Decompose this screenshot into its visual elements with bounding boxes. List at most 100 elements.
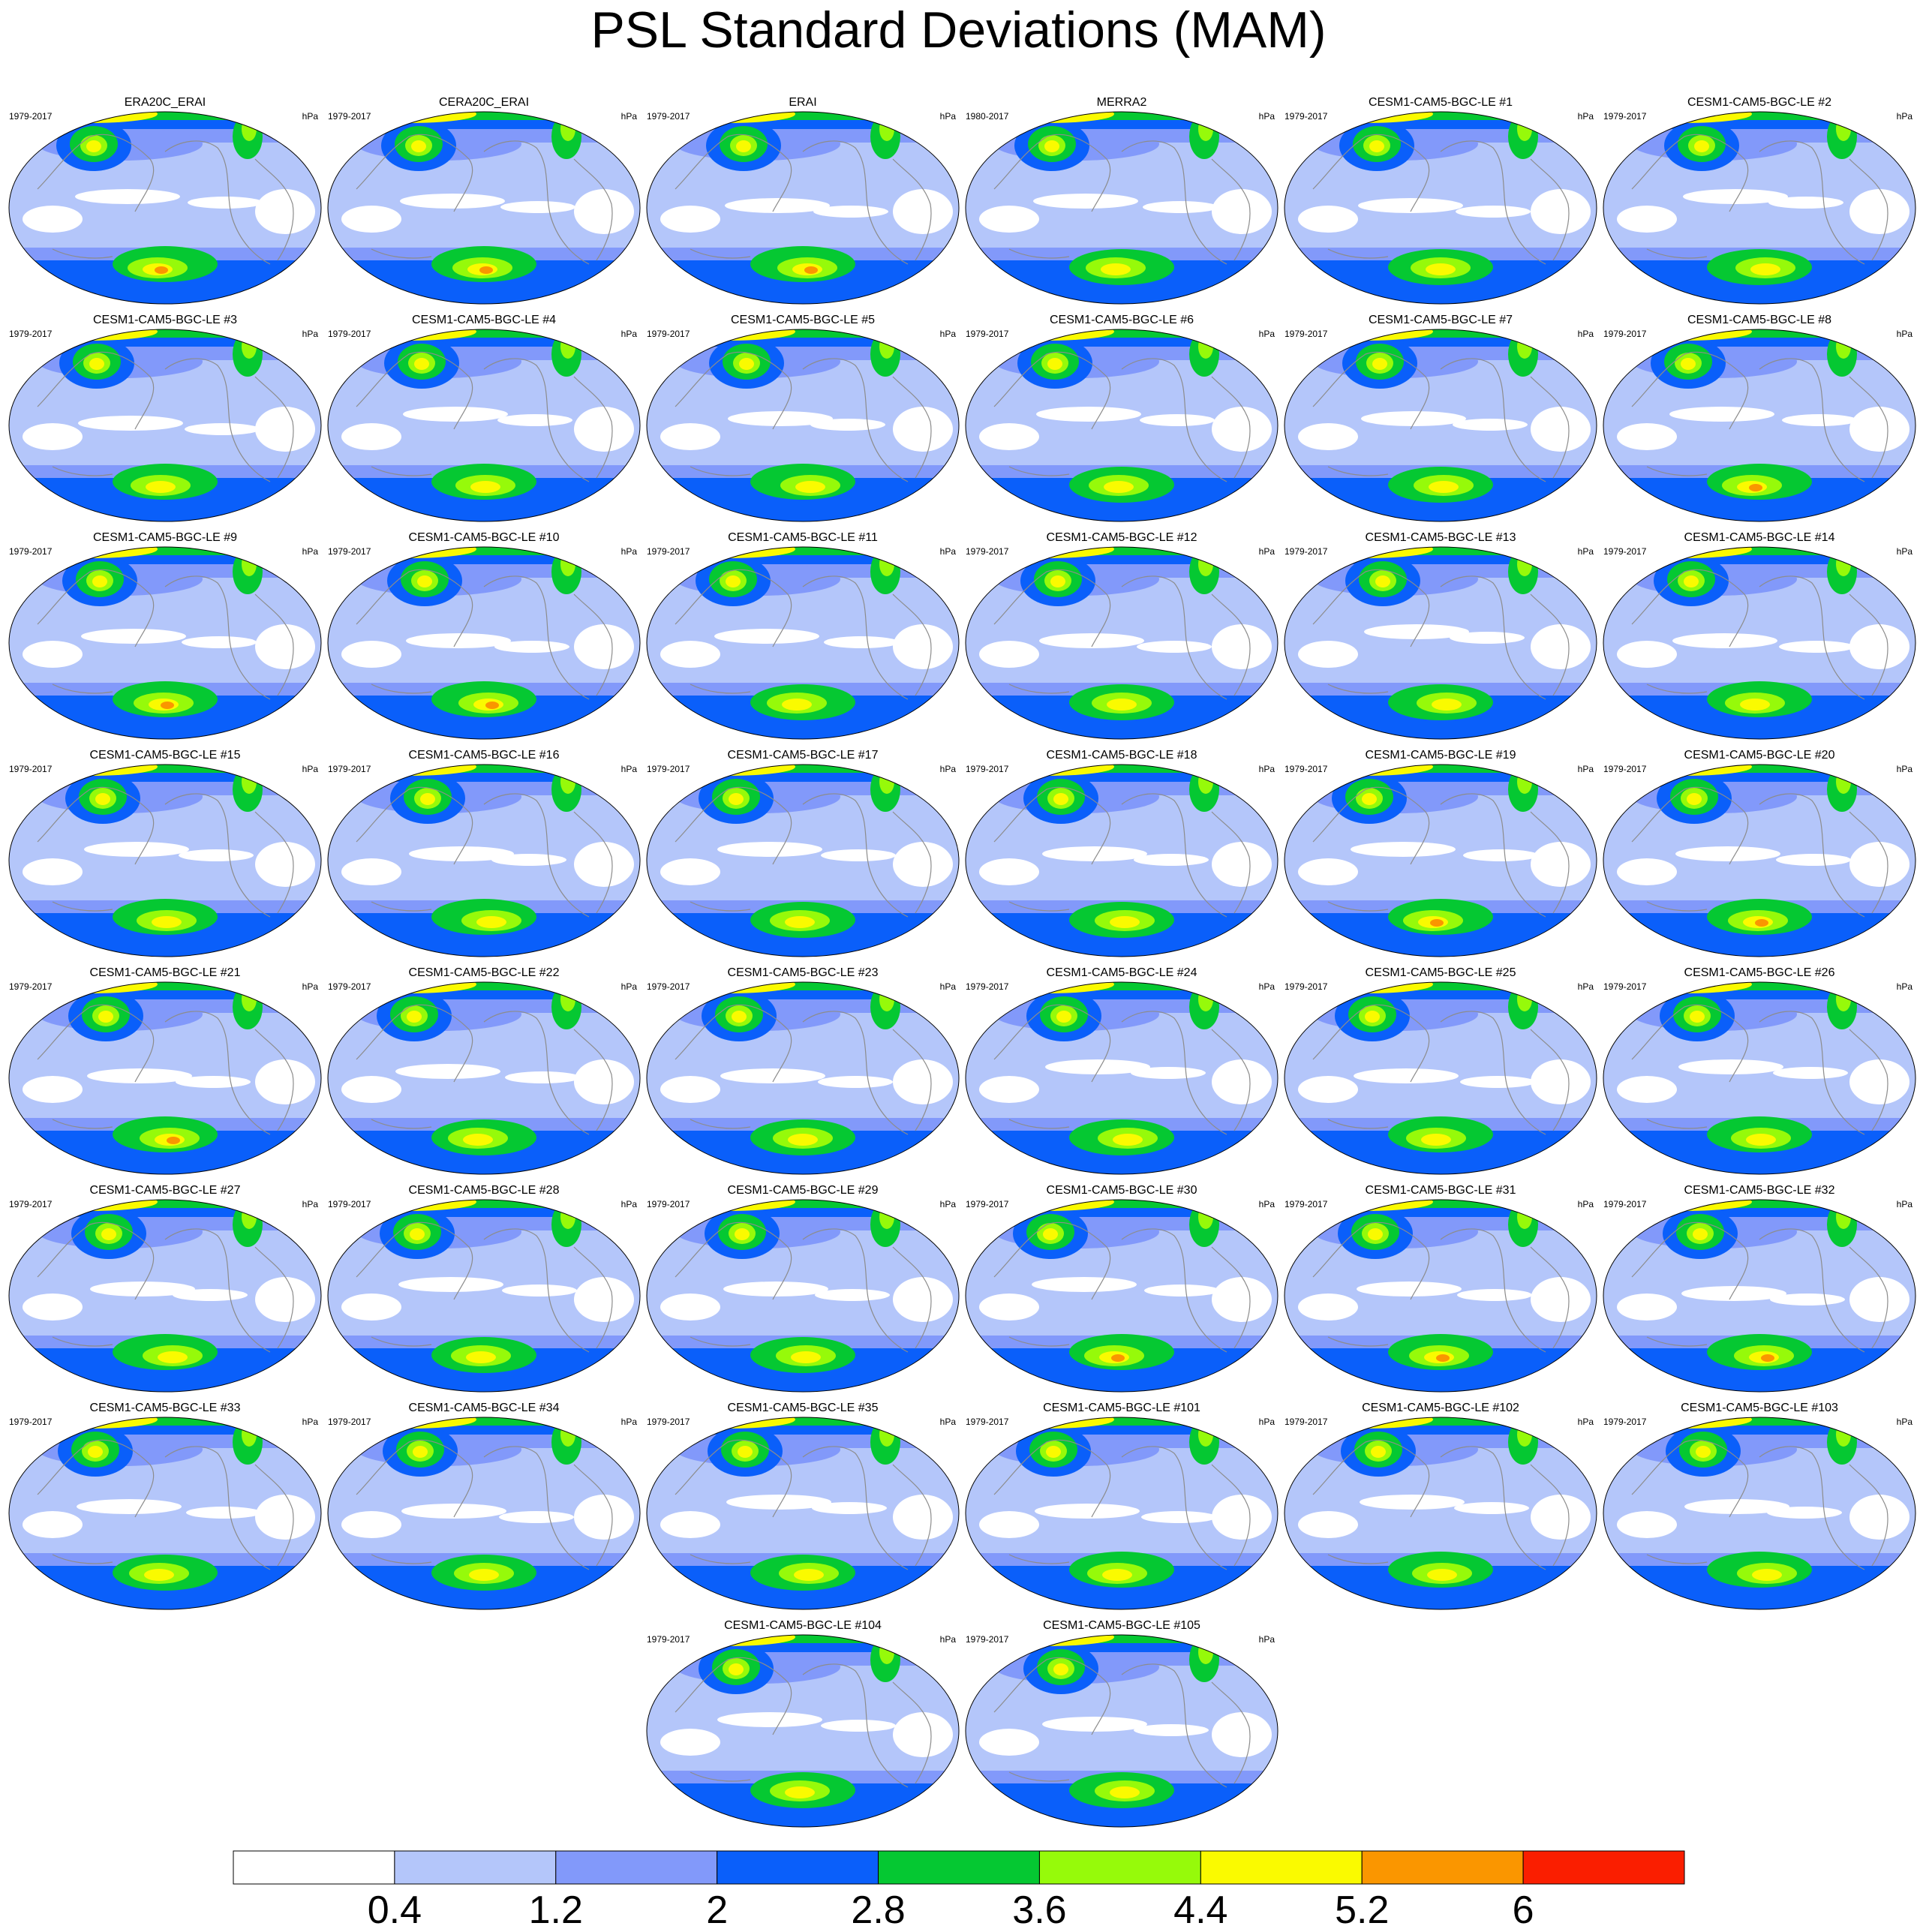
tropical-min-band: [23, 1511, 83, 1538]
colorbar-tick-label: 2.8: [851, 1888, 906, 1932]
panel-title: CESM1-CAM5-BGC-LE #19: [1365, 749, 1516, 762]
panel-period: 1979-2017: [1603, 981, 1647, 992]
tropical-min-band: [1768, 197, 1843, 209]
map-field: [647, 982, 959, 1174]
coastline: [254, 1029, 294, 1131]
coastline: [1849, 811, 1888, 914]
tropical-min-band: [1212, 189, 1272, 234]
tropical-min-band: [1035, 1504, 1140, 1519]
map-field: [328, 1200, 640, 1392]
tropical-min-band: [574, 407, 634, 452]
world-map: [965, 546, 1279, 740]
coastline: [1759, 1446, 1865, 1570]
colorbar-tick-label: 1.2: [528, 1888, 583, 1932]
panel-period: 1979-2017: [966, 981, 1009, 992]
world-map: [327, 1199, 641, 1393]
coastline: [1849, 158, 1888, 261]
coastline: [254, 158, 294, 261]
world-map: [1603, 1199, 1916, 1393]
world-map: [327, 111, 641, 305]
world-map: [1284, 329, 1597, 522]
panel-units: hPa: [1258, 111, 1275, 122]
map-panel: CESM1-CAM5-BGC-LE #17 1979-2017 hPa: [645, 749, 960, 957]
tropical-min-band: [1683, 189, 1788, 204]
map-outline: [1284, 1417, 1597, 1610]
map-panel: CESM1-CAM5-BGC-LE #16 1979-2017 hPa: [326, 749, 642, 957]
aleutian-yellow: [1687, 793, 1702, 805]
panel-units: hPa: [1896, 981, 1912, 992]
map-panel: MERRA2 1980-2017 hPa: [964, 96, 1279, 305]
coastline: [1530, 1464, 1570, 1567]
southern-yellow: [1113, 1134, 1143, 1146]
coastline: [1121, 1663, 1227, 1788]
panel-period: 1979-2017: [1285, 546, 1328, 557]
tropical-min-band: [78, 416, 183, 431]
tropical-min-band: [182, 636, 257, 648]
aleutian-yellow: [1043, 1228, 1058, 1240]
map-panel: CESM1-CAM5-BGC-LE #3 1979-2017 hPa: [8, 314, 323, 522]
arctic-green: [647, 982, 959, 990]
tropical-min-band: [893, 624, 953, 669]
map-panel: CESM1-CAM5-BGC-LE #26 1979-2017 hPa: [1602, 966, 1917, 1175]
coastline: [371, 684, 432, 694]
tropical-min-band: [255, 189, 315, 234]
aleutian-yellow: [1681, 358, 1696, 370]
coastline: [1121, 793, 1227, 918]
map-outline: [965, 981, 1279, 1175]
southern-yellow: [1746, 1134, 1776, 1146]
panel-title: CESM1-CAM5-BGC-LE #5: [730, 314, 876, 326]
world-map: [8, 1417, 322, 1610]
tropical-min-band: [893, 1712, 953, 1757]
panel-title: CESM1-CAM5-BGC-LE #20: [1684, 749, 1835, 762]
coastline: [356, 1439, 473, 1518]
aleutian-yellow: [739, 358, 754, 370]
southern-orange: [1749, 484, 1762, 491]
tropical-min-band: [1457, 1289, 1532, 1301]
aleutian-yellow: [1690, 1011, 1705, 1023]
map-field: [1285, 1200, 1597, 1392]
panel-units: hPa: [1577, 1417, 1594, 1427]
tropical-min-band: [726, 1495, 831, 1510]
arctic-green: [328, 1417, 640, 1426]
tropical-min-band: [1681, 1286, 1786, 1301]
tropical-min-band: [1298, 1294, 1358, 1321]
coastline: [37, 351, 155, 430]
southern-orange: [167, 1137, 180, 1144]
tropical-min-band: [1531, 1059, 1591, 1104]
tropical-min-band: [893, 1277, 953, 1322]
panel-units: hPa: [939, 546, 956, 557]
arctic-green: [328, 982, 640, 990]
tropical-min-band: [574, 624, 634, 669]
tropical-min-band: [660, 206, 720, 233]
coastline: [254, 376, 294, 479]
colorbar-tick-label: 3.6: [1012, 1888, 1067, 1932]
panel-units: hPa: [939, 764, 956, 774]
map-outline: [1603, 981, 1916, 1175]
coastline: [164, 1228, 271, 1353]
tropical-min-band: [979, 1511, 1039, 1538]
tropical-min-band: [341, 858, 401, 885]
southern-yellow: [791, 1351, 821, 1363]
tropical-min-band: [1298, 1076, 1358, 1103]
map-field: [966, 1635, 1278, 1827]
tropical-min-band: [660, 1294, 720, 1321]
world-map: [1603, 329, 1916, 522]
panel-units: hPa: [1258, 981, 1275, 992]
coastline: [1440, 1011, 1546, 1135]
panel-period: 1979-2017: [328, 111, 371, 122]
panel-period: 1979-2017: [1603, 329, 1647, 339]
tropical-min-band: [893, 189, 953, 234]
tropical-min-band: [1617, 1294, 1677, 1321]
panel-title: CESM1-CAM5-BGC-LE #31: [1365, 1184, 1516, 1197]
panel-title: CESM1-CAM5-BGC-LE #30: [1046, 1184, 1197, 1197]
arctic-green: [966, 1417, 1278, 1426]
tropical-min-band: [406, 633, 511, 648]
aleutian-yellow: [1050, 575, 1065, 587]
coastline: [690, 684, 751, 694]
coastline: [1631, 1004, 1749, 1083]
coastline: [1211, 376, 1251, 479]
map-outline: [8, 1199, 322, 1393]
coastline: [1312, 1439, 1430, 1518]
coastline: [573, 593, 613, 696]
tropical-min-band: [824, 636, 899, 648]
